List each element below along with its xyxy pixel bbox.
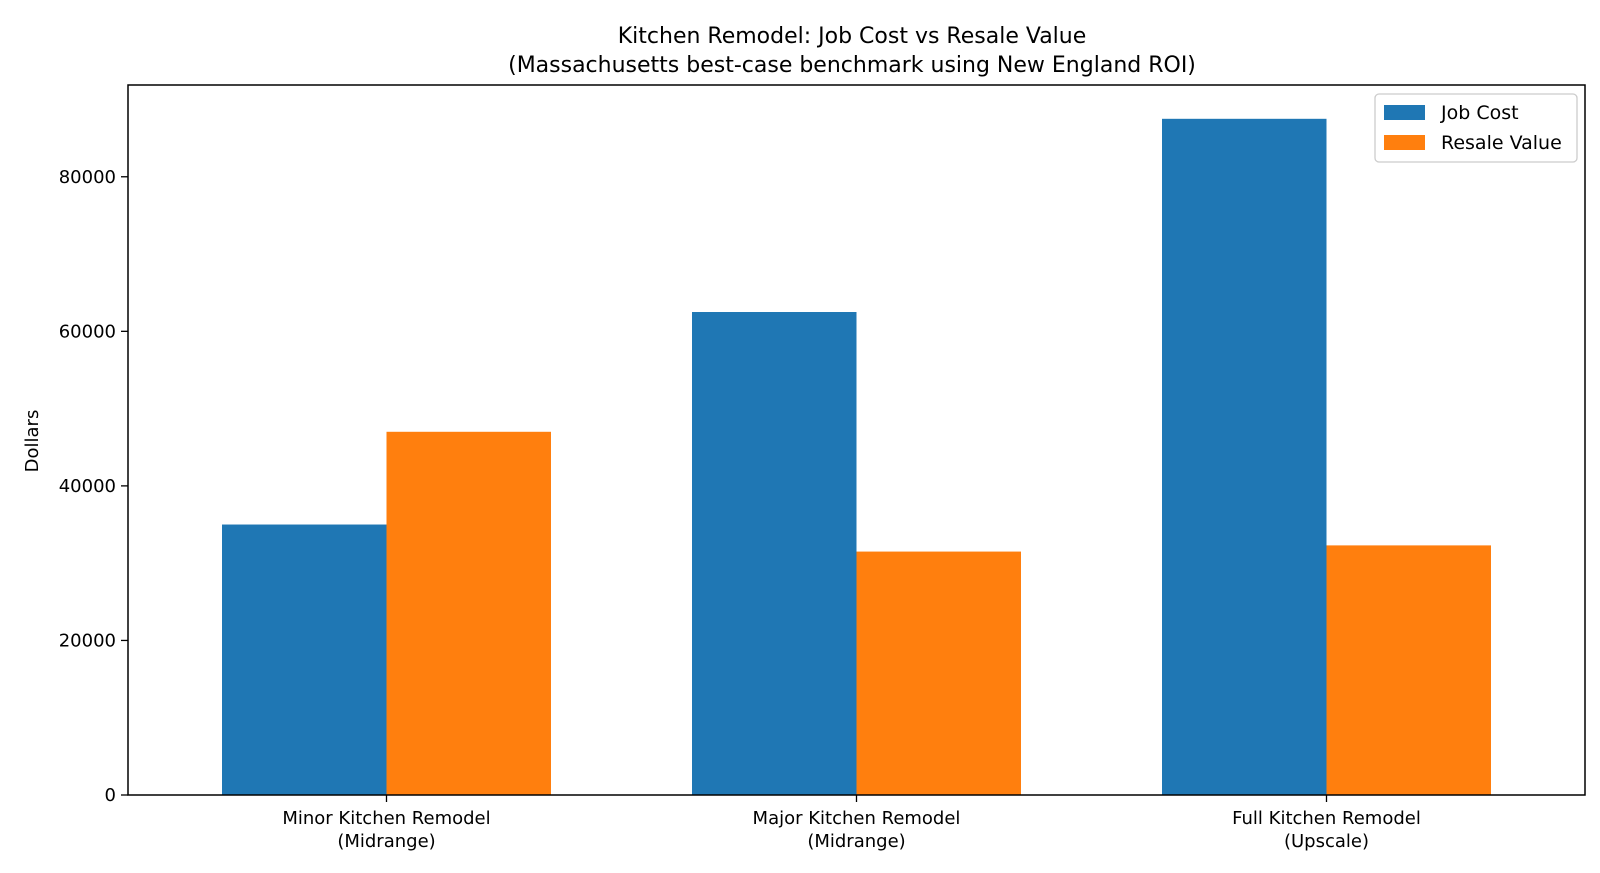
x-tick-label: (Midrange): [807, 831, 905, 852]
y-axis-label: Dollars: [22, 410, 43, 473]
bar-job-cost-1: [692, 312, 857, 795]
y-tick-label: 80000: [59, 167, 116, 188]
chart-subtitle: (Massachusetts best-case benchmark using…: [508, 53, 1196, 78]
y-tick-label: 40000: [59, 476, 116, 497]
x-tick-label: (Midrange): [337, 831, 435, 852]
y-tick-label: 60000: [59, 321, 116, 342]
bar-resale-value-1: [856, 551, 1021, 795]
bar-job-cost-0: [222, 524, 387, 795]
legend-swatch: [1384, 105, 1425, 120]
x-tick-label: (Upscale): [1284, 831, 1369, 852]
legend-box: [1374, 93, 1578, 163]
y-axis-ticks: 0 20000 40000 60000 80000: [59, 167, 128, 806]
y-tick-label: 20000: [59, 630, 116, 651]
x-tick-label: Major Kitchen Remodel: [753, 808, 961, 829]
y-tick-label: 0: [105, 785, 116, 806]
chart-title: Kitchen Remodel: Job Cost vs Resale Valu…: [618, 24, 1087, 49]
bar-job-cost-2: [1162, 118, 1327, 796]
bar-resale-value-2: [1326, 545, 1491, 795]
legend-label: Resale Value: [1441, 132, 1562, 154]
bar-resale-value-0: [386, 431, 551, 795]
bars-group: [222, 118, 1491, 796]
plot-frame: [127, 84, 1586, 796]
x-tick-label: Minor Kitchen Remodel: [282, 808, 490, 829]
x-axis-ticks: Minor Kitchen Remodel(Midrange)Major Kit…: [282, 795, 1421, 852]
legend: Job Cost Resale Value: [1374, 93, 1578, 163]
legend-swatch: [1384, 135, 1425, 150]
legend-label: Job Cost: [1440, 102, 1519, 124]
x-tick-label: Full Kitchen Remodel: [1232, 808, 1421, 829]
